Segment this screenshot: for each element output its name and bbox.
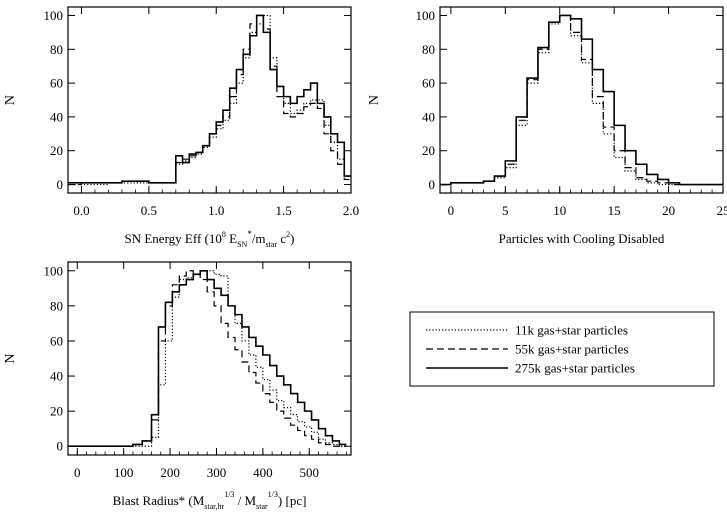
panel-cooling-disabled: 0 5 10 15 20 25 0 20 40 60 80 100 N Particles with Co… (367, 6, 727, 246)
x-tick-label: 1.0 (208, 203, 224, 218)
histogram-series-dotted (440, 14, 723, 186)
plot-frame (67, 261, 352, 456)
histogram-series-solid (440, 14, 723, 186)
x-tick-label: 100 (114, 465, 134, 480)
x-tick-label: 0 (74, 465, 81, 480)
x-tick-label: 10 (553, 203, 566, 218)
y-tick-label: 80 (50, 298, 63, 313)
x-tick-label: 15 (608, 203, 621, 218)
x-tick-label: 5 (502, 203, 509, 218)
legend: 11k gas+star particles 55k gas+star parti… (409, 311, 715, 387)
x-tick-label: 500 (299, 465, 319, 480)
y-tick-label: 80 (422, 42, 435, 57)
x-axis-label: SN Energy Eff (108 ESN*/mstar c2) (125, 229, 295, 249)
y-tick-label: 0 (429, 177, 436, 192)
y-axis-label: N (3, 353, 18, 363)
y-tick-label: 60 (50, 333, 63, 348)
histogram-series-dotted (68, 270, 347, 447)
x-tick-label: 300 (207, 465, 227, 480)
y-tick-label: 80 (50, 42, 63, 57)
x-tick-label: 400 (253, 465, 273, 480)
x-tick-label: 0.0 (73, 203, 89, 218)
panel-blast-radius: 0 100 200 300 400 500 0 20 40 60 80 100 N Blast Radiu… (3, 261, 352, 511)
y-tick-label: 100 (44, 8, 64, 23)
histogram-series-dashed (68, 14, 351, 186)
x-tick-label: 2.0 (343, 203, 359, 218)
x-tick-label: 1.5 (275, 203, 291, 218)
legend-box (409, 311, 715, 387)
x-tick-label: 0 (448, 203, 455, 218)
x-axis-label: Blast Radius* (Mstar,hr1/3 / Mstar1/3) [… (113, 490, 307, 511)
x-tick-label: 0.5 (141, 203, 157, 218)
y-tick-label: 60 (50, 76, 63, 91)
x-axis-label: Particles with Cooling Disabled (499, 231, 665, 246)
y-tick-label: 40 (422, 109, 435, 124)
legend-label: 11k gas+star particles (515, 323, 628, 338)
histogram-series-dotted (68, 14, 351, 186)
y-tick-label: 60 (422, 76, 435, 91)
plot-frame (67, 6, 352, 194)
y-axis-label: N (367, 95, 382, 105)
x-tick-label: 200 (160, 465, 180, 480)
y-tick-label: 0 (57, 439, 64, 454)
y-tick-label: 100 (44, 263, 64, 278)
y-axis-label: N (3, 95, 18, 105)
legend-label: 275k gas+star particles (515, 361, 635, 376)
y-tick-label: 40 (50, 369, 63, 384)
histogram-series-solid (68, 14, 351, 184)
histogram-series-solid (68, 269, 347, 448)
y-tick-label: 20 (50, 143, 63, 158)
y-tick-label: 0 (57, 177, 64, 192)
y-tick-label: 20 (422, 143, 435, 158)
panel-sn-energy: 0.0 0.5 1.0 1.5 2.0 0 20 40 60 80 100 N SN Energy Ef… (3, 6, 359, 249)
y-tick-label: 20 (50, 404, 63, 419)
x-tick-label: 25 (717, 203, 727, 218)
y-tick-label: 100 (416, 8, 436, 23)
y-tick-label: 40 (50, 109, 63, 124)
histogram-series-dashed (440, 14, 723, 186)
x-tick-label: 20 (662, 203, 675, 218)
histogram-series-dashed (68, 270, 347, 447)
legend-label: 55k gas+star particles (515, 342, 628, 357)
